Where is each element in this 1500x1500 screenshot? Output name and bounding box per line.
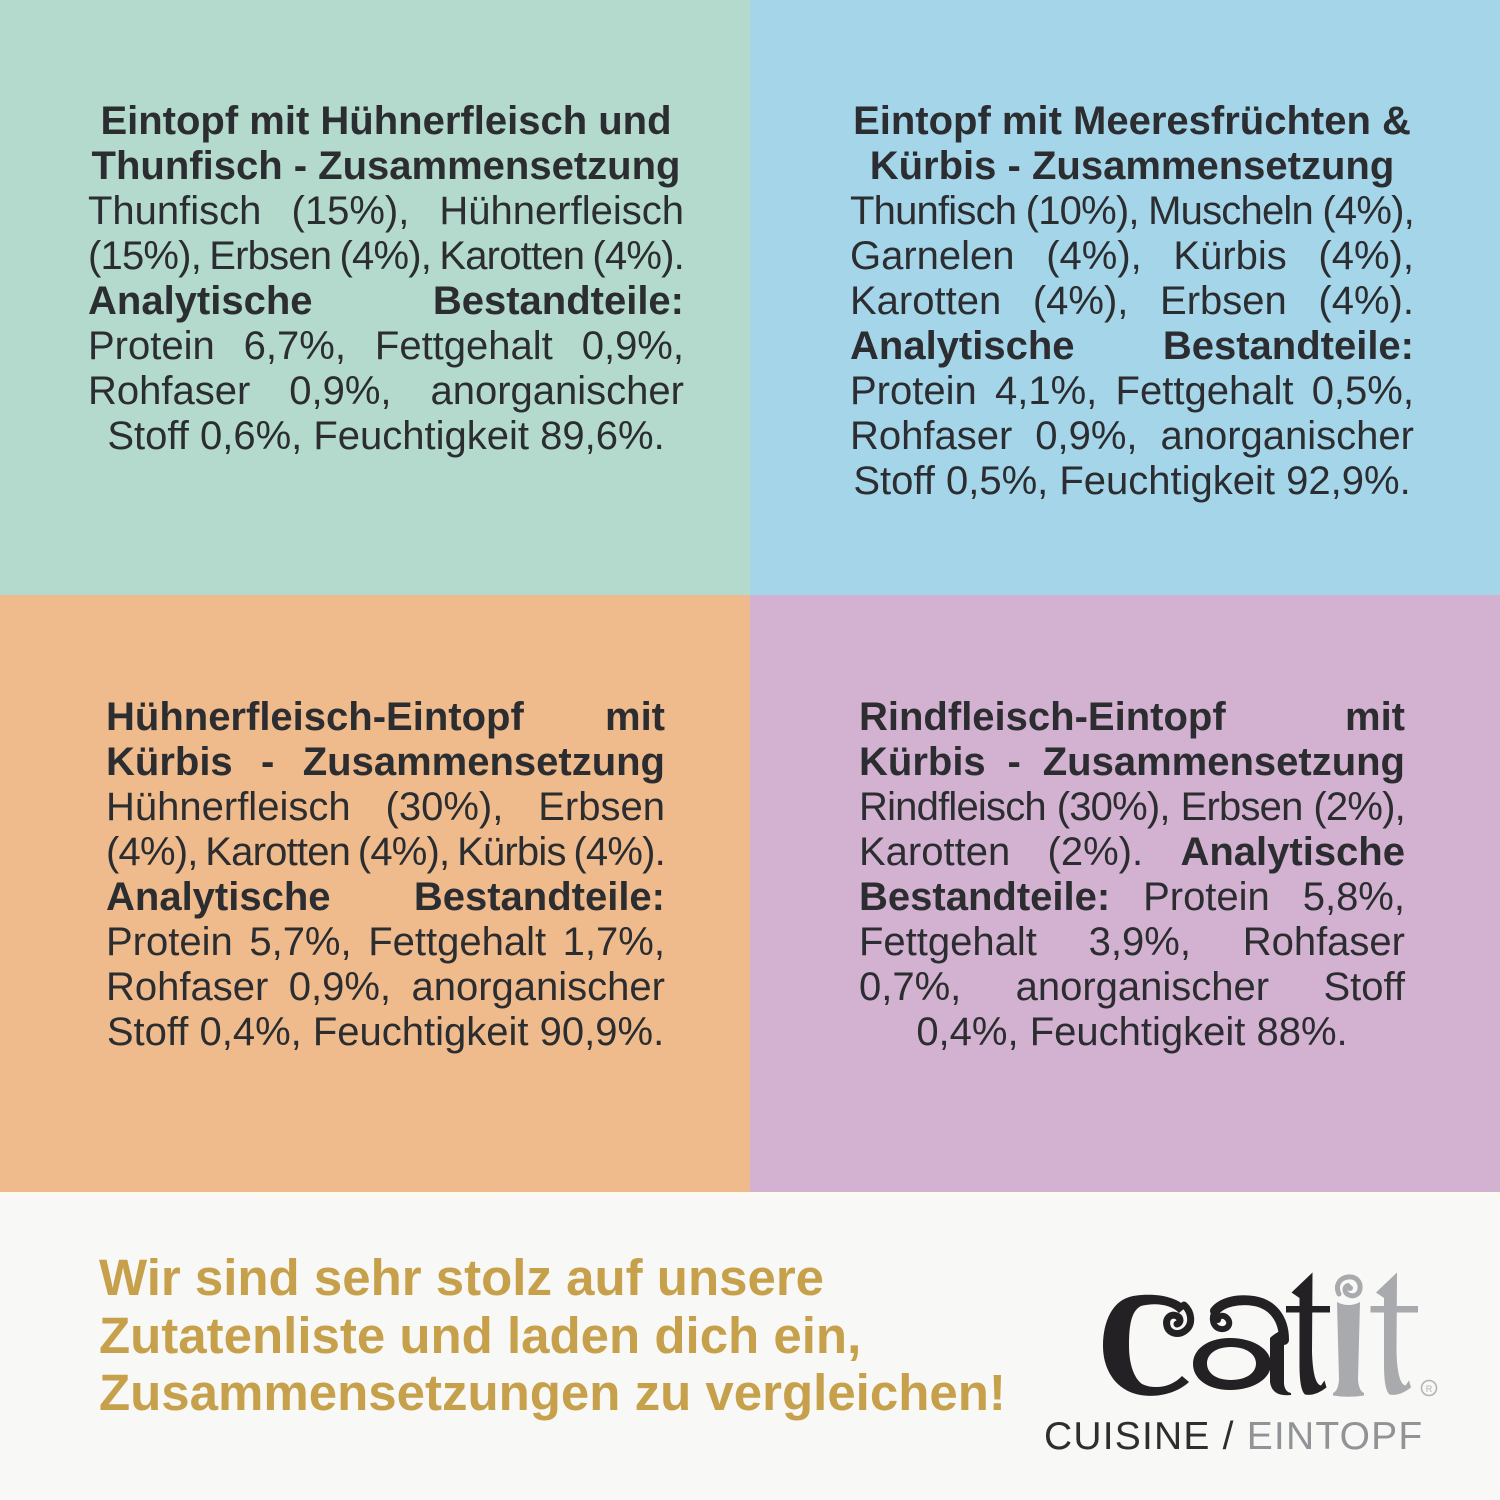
svg-text:R: R <box>1426 1384 1433 1394</box>
